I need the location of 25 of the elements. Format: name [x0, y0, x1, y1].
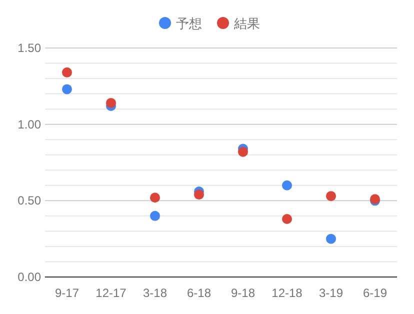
point [62, 84, 72, 94]
y-tick-label: 1.00 [18, 117, 42, 132]
point [282, 214, 292, 224]
point [194, 190, 204, 200]
point [106, 98, 116, 108]
point [62, 67, 72, 78]
point [238, 146, 248, 157]
x-tick-label: 6-19 [362, 286, 388, 300]
x-tick-label: 12-18 [272, 286, 303, 300]
x-tick-label: 9-18 [230, 286, 256, 300]
legend-label: 予想 [176, 16, 202, 31]
point [150, 210, 160, 221]
y-tick-label: 0.00 [18, 270, 42, 284]
legend-label: 結果 [233, 16, 260, 31]
y-tick-label: 0.50 [18, 194, 42, 208]
y-tick-label: 1.50 [18, 41, 42, 55]
point [326, 191, 336, 202]
x-tick-label: 12-17 [96, 286, 127, 300]
x-tick-label: 3-18 [142, 286, 168, 300]
x-tick-label: 9-17 [54, 286, 80, 300]
x-tick-label: 6-18 [186, 286, 212, 300]
point [282, 180, 292, 190]
point [326, 234, 336, 244]
point [150, 192, 160, 203]
x-tick-label: 3-19 [318, 286, 344, 300]
